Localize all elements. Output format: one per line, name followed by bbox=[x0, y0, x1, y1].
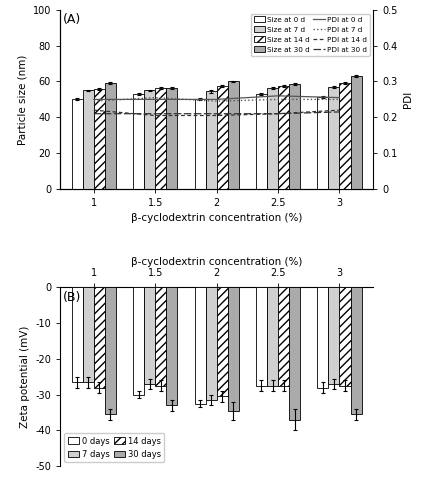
Bar bbox=[194, 99, 205, 189]
Bar bbox=[256, 287, 267, 386]
Bar bbox=[105, 83, 116, 189]
Y-axis label: Zeta potential (mV): Zeta potential (mV) bbox=[20, 325, 30, 428]
Legend: 0 days, 7 days, 14 days, 30 days: 0 days, 7 days, 14 days, 30 days bbox=[64, 433, 164, 462]
Bar bbox=[278, 287, 289, 386]
Bar bbox=[166, 88, 177, 189]
Bar bbox=[228, 81, 239, 189]
Text: (B): (B) bbox=[63, 291, 82, 304]
Legend: Size at 0 d, Size at 7 d, Size at 14 d, Size at 30 d, PDI at 0 d, PDI at 7 d, PD: Size at 0 d, Size at 7 d, Size at 14 d, … bbox=[251, 13, 370, 56]
Bar bbox=[267, 287, 278, 386]
Text: (A): (A) bbox=[63, 13, 82, 26]
Bar bbox=[155, 88, 166, 189]
Bar bbox=[94, 89, 105, 189]
Bar bbox=[217, 287, 228, 396]
Bar bbox=[205, 91, 217, 189]
Bar bbox=[72, 99, 83, 189]
X-axis label: β-cyclodextrin concentration (%): β-cyclodextrin concentration (%) bbox=[131, 257, 302, 267]
Bar bbox=[166, 287, 177, 405]
Bar bbox=[133, 94, 144, 189]
Bar bbox=[350, 76, 362, 189]
Bar bbox=[144, 90, 155, 189]
Bar bbox=[256, 94, 267, 189]
Bar bbox=[317, 97, 329, 189]
Bar bbox=[329, 287, 339, 384]
Bar bbox=[194, 287, 205, 404]
X-axis label: β-cyclodextrin concentration (%): β-cyclodextrin concentration (%) bbox=[131, 213, 302, 224]
Bar bbox=[217, 86, 228, 189]
Bar bbox=[105, 287, 116, 414]
Bar bbox=[83, 90, 94, 189]
Bar bbox=[133, 287, 144, 395]
Bar bbox=[72, 287, 83, 382]
Bar bbox=[205, 287, 217, 400]
Bar bbox=[289, 84, 300, 189]
Bar bbox=[317, 287, 329, 387]
Bar bbox=[155, 287, 166, 386]
Bar bbox=[144, 287, 155, 384]
Bar bbox=[278, 86, 289, 189]
Bar bbox=[267, 88, 278, 189]
Bar bbox=[289, 287, 300, 420]
Bar bbox=[83, 287, 94, 382]
Y-axis label: PDI: PDI bbox=[403, 91, 413, 108]
Bar bbox=[329, 87, 339, 189]
Bar bbox=[339, 287, 350, 386]
Bar bbox=[339, 83, 350, 189]
Bar bbox=[228, 287, 239, 411]
Y-axis label: Particle size (nm): Particle size (nm) bbox=[17, 54, 27, 144]
Bar bbox=[94, 287, 105, 387]
Bar bbox=[350, 287, 362, 414]
